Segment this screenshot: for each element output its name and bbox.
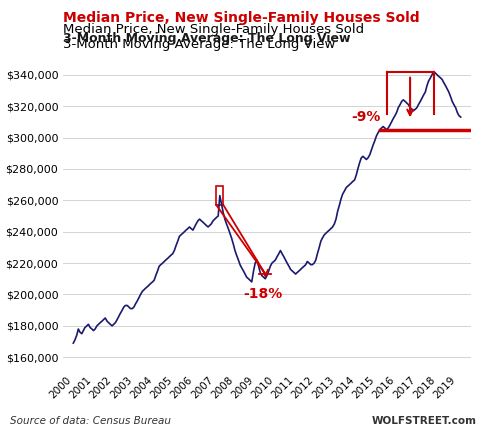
Text: -9%: -9% [351,110,381,124]
Bar [216,186,224,205]
Text: Median Price, New Single-Family Houses Sold: Median Price, New Single-Family Houses S… [63,11,420,25]
Text: Median Price, New Single-Family Houses Sold
3-Month Moving Average: The Long Vie: Median Price, New Single-Family Houses S… [63,22,364,51]
Text: 3-Month Moving Average: The Long View: 3-Month Moving Average: The Long View [63,32,351,45]
Text: WOLFSTREET.com: WOLFSTREET.com [371,416,476,426]
Text: Source of data: Census Bureau: Source of data: Census Bureau [10,416,171,426]
Text: -18%: -18% [243,287,283,301]
